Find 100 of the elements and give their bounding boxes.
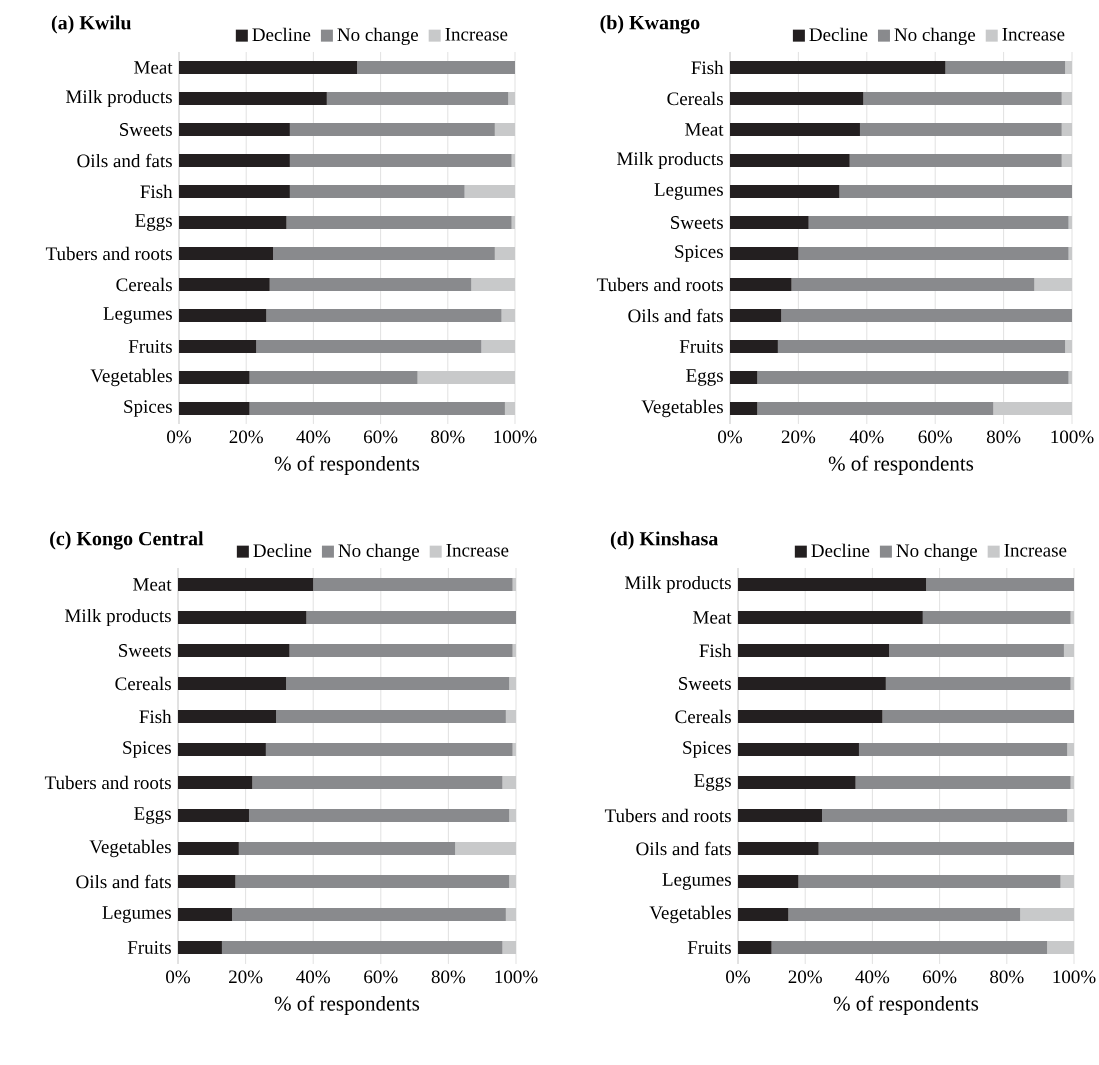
- bar: [179, 184, 290, 198]
- bar: [730, 122, 860, 136]
- y-tick-label: Fish: [140, 184, 173, 199]
- x-tick-label: 20%: [788, 970, 822, 984]
- x-tick-label: 100%: [1051, 430, 1094, 444]
- bar: [730, 339, 778, 353]
- chart-title: (b) Kwango: [600, 15, 700, 34]
- bar: [738, 940, 772, 954]
- bar: [235, 874, 510, 888]
- legend-label: No change: [896, 543, 978, 561]
- y-tick-label: Eggs: [135, 214, 172, 231]
- bar: [730, 370, 758, 384]
- bar: [505, 907, 516, 921]
- y-tick-label: Oils and fats: [628, 308, 723, 323]
- y-tick-label: Vegetables: [649, 905, 731, 924]
- bar: [357, 60, 515, 74]
- bar: [502, 775, 516, 789]
- bar: [738, 709, 883, 723]
- bar: [178, 742, 266, 756]
- y-tick-label: Fruits: [128, 340, 172, 353]
- y-tick-label: Vegetables: [90, 368, 172, 387]
- x-tick-label: 100%: [494, 430, 537, 444]
- bar: [289, 643, 513, 657]
- y-tick-label: Sweets: [671, 216, 723, 229]
- legend-label: Decline: [253, 543, 312, 558]
- y-tick-label: Tubers and roots: [44, 775, 171, 790]
- y-tick-label: Legumes: [103, 307, 172, 324]
- x-tick-label: 40%: [296, 430, 331, 444]
- y-tick-label: Vegetables: [89, 839, 171, 858]
- bar: [179, 91, 327, 105]
- y-tick-label: Meat: [693, 611, 732, 624]
- bar: [1063, 643, 1074, 657]
- bar: [273, 246, 495, 260]
- bar: [509, 676, 516, 690]
- bar: [266, 308, 502, 322]
- bar: [798, 246, 1069, 260]
- bar: [859, 122, 1062, 136]
- x-tick-label: 80%: [431, 970, 466, 984]
- bar: [781, 308, 1072, 322]
- bar: [863, 91, 1062, 105]
- x-tick-label: 60%: [364, 430, 398, 444]
- y-tick-label: Fish: [139, 709, 172, 724]
- y-tick-label: Eggs: [694, 774, 731, 791]
- bar: [179, 153, 290, 167]
- bar: [504, 401, 515, 415]
- bar: [494, 122, 515, 136]
- bar: [178, 841, 239, 855]
- bar: [730, 277, 792, 291]
- bar: [1061, 122, 1072, 136]
- x-tick-label: 100%: [495, 970, 538, 984]
- y-tick-label: Tubers and roots: [596, 277, 723, 292]
- y-tick-label: Oils and fats: [636, 841, 731, 856]
- y-tick-label: Cereals: [115, 676, 171, 691]
- bar: [738, 577, 927, 591]
- bar: [1060, 874, 1074, 888]
- y-tick-label: Fish: [691, 60, 724, 75]
- bar: [471, 277, 515, 291]
- y-tick-label: Milk products: [617, 151, 723, 170]
- bar: [849, 153, 1062, 167]
- y-tick-label: Milk products: [65, 608, 171, 627]
- x-tick-label: 80%: [990, 970, 1024, 984]
- bar: [232, 907, 506, 921]
- y-tick-label: Eggs: [134, 807, 171, 824]
- bar: [1065, 339, 1072, 353]
- bar: [738, 610, 923, 624]
- bar: [738, 874, 799, 888]
- bar: [808, 215, 1069, 229]
- bar: [858, 742, 1068, 756]
- y-tick-label: Cereals: [667, 91, 723, 106]
- y-tick-label: Meat: [685, 123, 724, 136]
- bar: [178, 907, 233, 921]
- x-tick-label: 40%: [296, 970, 330, 984]
- bar: [757, 401, 994, 415]
- bar: [818, 841, 1074, 855]
- bar: [238, 841, 456, 855]
- bar: [178, 940, 222, 954]
- bar: [178, 610, 307, 624]
- bar: [922, 610, 1071, 624]
- bar: [178, 709, 277, 723]
- y-tick-label: Oils and fats: [76, 874, 171, 889]
- x-axis-title: % of respondents: [274, 455, 420, 475]
- x-tick-label: 40%: [855, 970, 890, 984]
- bar: [179, 370, 250, 384]
- y-tick-label: Legumes: [662, 873, 731, 890]
- bar: [179, 60, 358, 74]
- bar: [289, 122, 495, 136]
- y-tick-label: Spices: [675, 245, 723, 262]
- y-tick-label: Fish: [699, 643, 732, 658]
- y-tick-label: Spices: [683, 741, 731, 758]
- y-tick-label: Legumes: [654, 183, 723, 200]
- x-tick-label: 0%: [167, 430, 192, 444]
- x-axis-title: % of respondents: [274, 995, 420, 1015]
- x-tick-label: 60%: [918, 430, 952, 444]
- bar: [313, 577, 513, 591]
- bar: [289, 184, 465, 198]
- bar: [730, 308, 782, 322]
- y-tick-label: Tubers and roots: [604, 808, 731, 823]
- bar: [269, 277, 472, 291]
- bar: [738, 643, 890, 657]
- chart-title: (a) Kwilu: [51, 15, 132, 34]
